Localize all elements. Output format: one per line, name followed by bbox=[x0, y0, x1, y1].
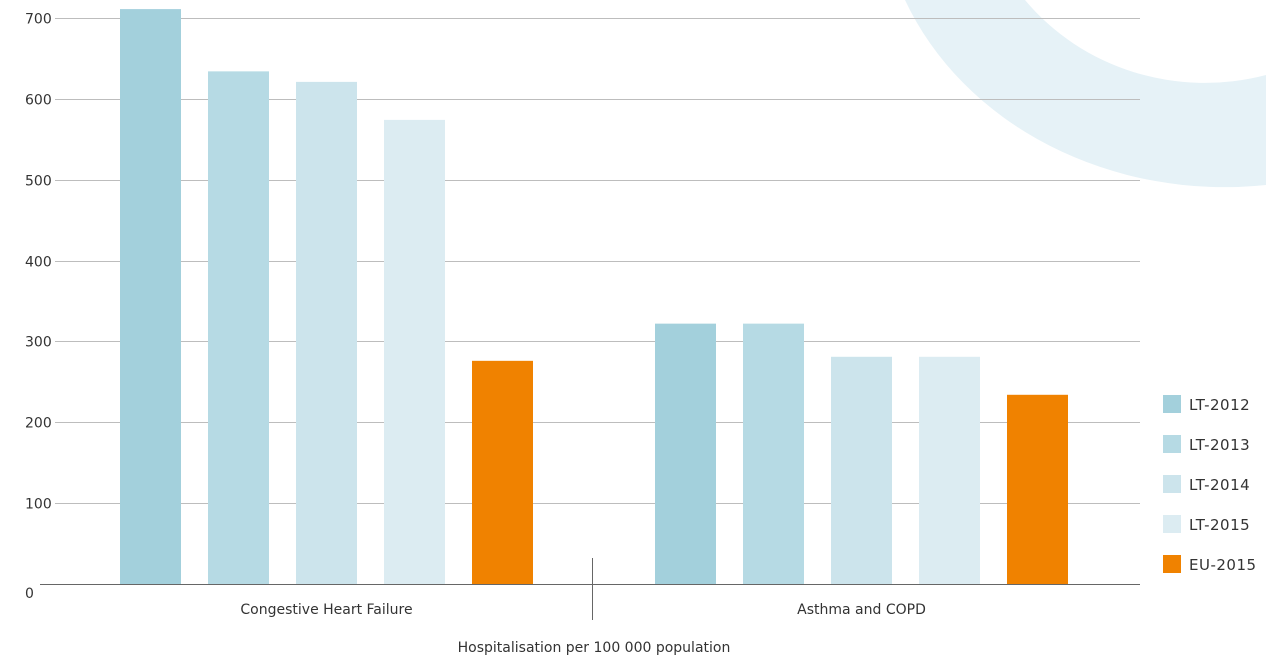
y-tick-label: 200 bbox=[25, 416, 52, 432]
y-tick-label: 700 bbox=[25, 12, 52, 28]
legend-label: EU-2015 bbox=[1189, 556, 1257, 574]
bar-lt-2012 bbox=[655, 323, 716, 584]
bar-lt-2013 bbox=[743, 323, 804, 584]
bar-lt-2013 bbox=[208, 71, 269, 584]
legend-label: LT-2015 bbox=[1189, 516, 1250, 534]
bar-eu-2015 bbox=[472, 360, 533, 584]
legend-label: LT-2014 bbox=[1189, 476, 1250, 494]
y-tick-label: 500 bbox=[25, 174, 52, 190]
legend-swatch bbox=[1163, 515, 1181, 533]
category-label: Asthma and COPD bbox=[797, 602, 926, 618]
bar-lt-2014 bbox=[296, 81, 357, 585]
bar-lt-2015 bbox=[919, 356, 980, 584]
bar-lt-2014 bbox=[831, 356, 892, 584]
y-tick-label: 400 bbox=[25, 255, 52, 271]
background-arc-decoration bbox=[905, 0, 1266, 188]
legend-label: LT-2013 bbox=[1189, 436, 1250, 454]
legend-swatch bbox=[1163, 475, 1181, 493]
axes: 0 100 200 300 400 500 600 700 Congestive Heart F… bbox=[25, 12, 1140, 656]
y-tick-label: 600 bbox=[25, 93, 52, 109]
category-label: Congestive Heart Failure bbox=[240, 602, 412, 618]
legend-label: LT-2012 bbox=[1189, 396, 1250, 414]
legend-swatch bbox=[1163, 435, 1181, 453]
legend-swatch bbox=[1163, 555, 1181, 573]
bar-lt-2015 bbox=[384, 119, 445, 584]
legend: LT-2012 LT-2013 LT-2014 LT-2015 EU-2015 bbox=[1163, 395, 1257, 574]
y-tick-label: 100 bbox=[25, 497, 52, 513]
bar-lt-2012 bbox=[120, 9, 181, 585]
bar-eu-2015 bbox=[1007, 394, 1068, 584]
x-axis-label: Hospitalisation per 100 000 population bbox=[458, 640, 731, 656]
y-tick-label: 300 bbox=[25, 335, 52, 351]
legend-swatch bbox=[1163, 395, 1181, 413]
y-tick-label: 0 bbox=[25, 586, 34, 602]
bars bbox=[120, 9, 1068, 585]
